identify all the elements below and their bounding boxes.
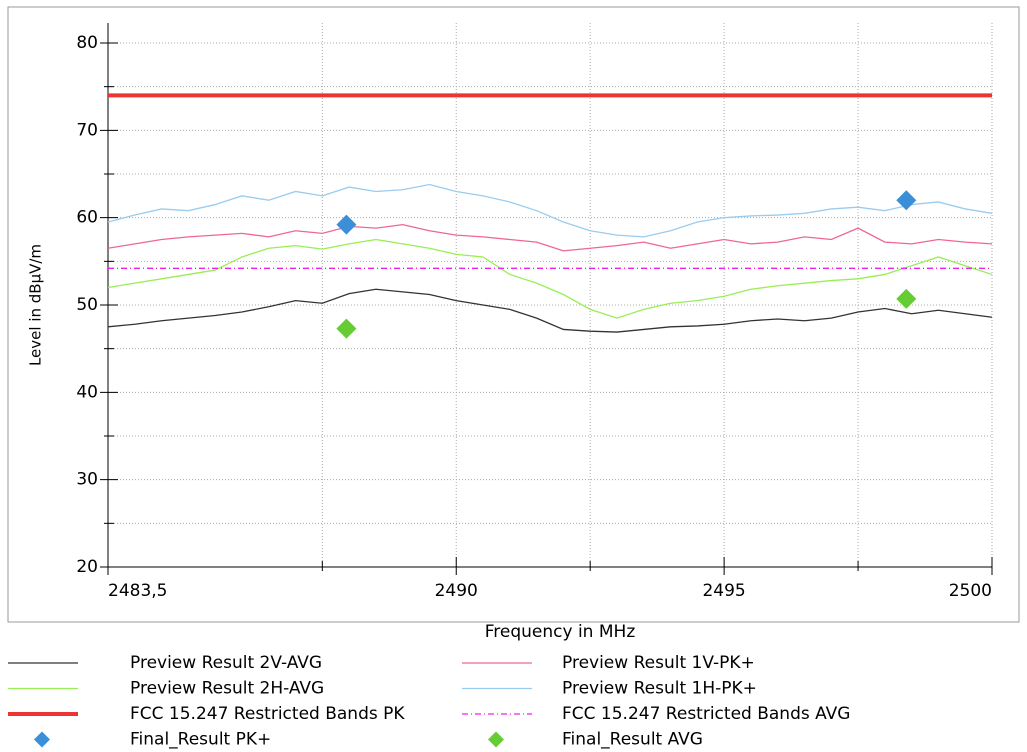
legend-marker: [34, 731, 50, 748]
legend-label: FCC 15.247 Restricted Bands PK: [130, 704, 405, 724]
y-tick-label: 60: [76, 208, 98, 228]
x-axis-label: Frequency in MHz: [485, 622, 636, 642]
x-tick-label: 2483,5: [108, 581, 167, 601]
legend-label: Preview Result 2H-AVG: [130, 679, 324, 699]
final-result-marker: [896, 190, 917, 211]
x-tick-label: 2500: [949, 581, 992, 601]
y-tick-label: 20: [76, 557, 98, 577]
plot-frame: [7, 6, 1020, 623]
legend-label: Preview Result 2V-AVG: [130, 653, 322, 673]
final-result-marker: [336, 318, 357, 339]
series-line: [107, 183, 993, 238]
x-tick-label: 2495: [702, 581, 745, 601]
y-tick-label: 30: [76, 470, 98, 490]
series-line: [107, 238, 993, 319]
final-result-marker: [336, 214, 357, 235]
series-line: [107, 223, 993, 252]
legend-label: Preview Result 1H-PK+: [562, 679, 757, 699]
y-tick-label: 80: [76, 33, 98, 53]
legend-label: Final_Result PK+: [130, 730, 271, 750]
y-tick-label: 50: [76, 295, 98, 315]
y-tick-label: 70: [76, 120, 98, 140]
final-result-marker: [896, 288, 917, 309]
y-axis-label: Level in dBµV/m: [27, 244, 45, 366]
series-line: [107, 288, 993, 333]
legend-label: Preview Result 1V-PK+: [562, 653, 755, 673]
y-tick-label: 40: [76, 382, 98, 402]
x-tick-label: 2490: [435, 581, 478, 601]
legend-label: FCC 15.247 Restricted Bands AVG: [562, 704, 850, 724]
legend-marker: [488, 731, 504, 748]
legend-label: Final_Result AVG: [562, 730, 703, 750]
